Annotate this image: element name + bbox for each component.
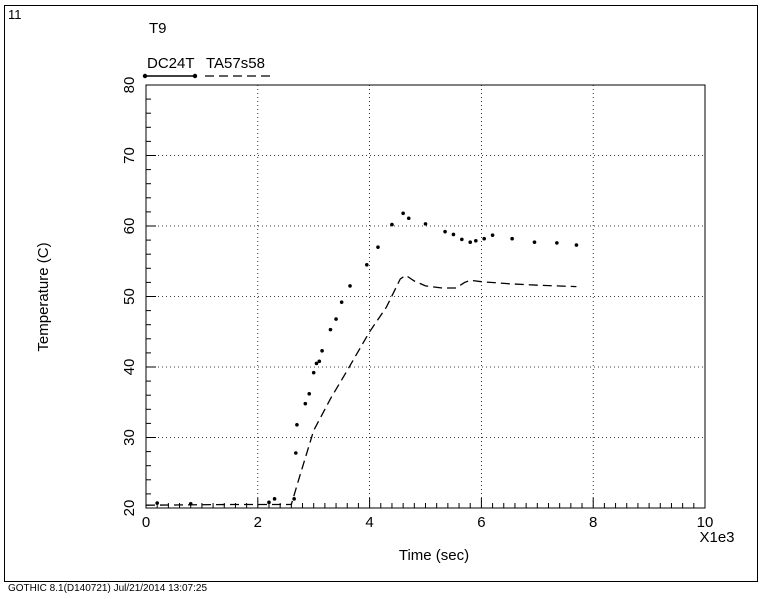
x-tick-label: 8 [589,514,597,531]
legend-marker [142,73,148,79]
data-point [555,241,559,245]
data-point [348,284,352,288]
data-point [401,211,405,216]
x-axis: 0 2 4 6 8 10 [142,498,714,531]
data-point [295,423,299,427]
data-point [328,327,333,332]
x-tick-label: 0 [142,514,150,531]
data-point [482,236,486,241]
y-tick-label: 30 [121,429,138,446]
chart-title: T9 [149,20,167,37]
chart-frame [4,5,758,582]
y-tick-label: 60 [121,218,138,235]
x-tick-label: 10 [697,514,714,531]
data-point [155,501,159,505]
data-point [451,232,456,237]
data-point [490,233,495,237]
x-axis-label: Time (sec) [399,547,469,564]
data-point [390,222,394,227]
data-point [574,243,579,247]
footer-text: GOTHIC 8.1(D140721) Jul/21/2014 13:07:25 [8,583,208,594]
data-point [468,240,473,245]
x-tick-label: 2 [254,514,262,531]
data-point [311,370,316,375]
data-point [292,497,296,501]
y-axis: 20 30 40 50 60 70 80 [121,77,156,517]
x-multiplier-label: X1e3 [699,529,734,546]
data-point [406,216,411,221]
legend-label-ta57s58: TA57s58 [206,55,265,72]
plot-area [145,84,706,509]
data-point [365,262,369,267]
data-point [267,500,271,505]
data-point [307,391,312,396]
legend: DC24T TA57s58 [142,55,272,79]
data-point [294,451,298,455]
y-tick-label: 20 [121,500,138,517]
data-point [532,240,537,245]
data-point [317,359,322,364]
data-point [314,361,319,366]
data-point [423,222,428,226]
data-point [339,300,344,304]
y-axis-label: Temperature (C) [35,242,52,351]
data-point [510,236,514,241]
data-point [460,237,464,242]
plot-number: 11 [8,7,22,22]
y-tick-label: 50 [121,288,138,305]
y-tick-label: 40 [121,359,138,376]
series-layer [145,211,579,506]
data-point [320,348,324,353]
x-tick-label: 4 [365,514,373,531]
data-point [303,401,308,406]
legend-label-dc24t: DC24T [147,55,195,72]
series-line [145,274,577,506]
grid-lines [146,85,705,508]
y-tick-label: 80 [121,77,138,94]
data-point [376,245,380,249]
y-tick-label: 70 [121,147,138,164]
legend-marker [192,73,198,79]
data-point [443,229,447,234]
x-tick-label: 6 [477,514,485,531]
data-point [334,317,338,321]
data-point [474,239,478,243]
data-point [272,497,277,501]
